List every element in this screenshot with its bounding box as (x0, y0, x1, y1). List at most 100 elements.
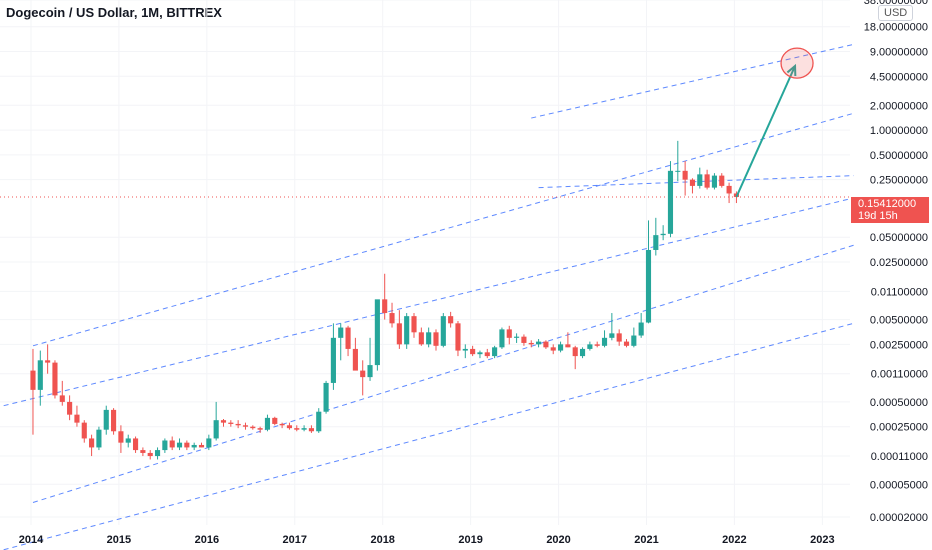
candle-body (352, 348, 358, 371)
candle-body (675, 170, 681, 172)
candle-body (697, 174, 703, 186)
candle-body (382, 299, 388, 314)
candle-body (433, 332, 439, 346)
chart-title: Dogecoin / US Dollar, 1M, BITTREX (6, 5, 222, 20)
candle-body (264, 417, 271, 430)
candle-body (330, 337, 336, 383)
candle-body (462, 348, 468, 351)
candle-body (682, 170, 688, 180)
target-circle (780, 47, 814, 79)
candle-body (45, 360, 51, 363)
candle-body (367, 365, 373, 378)
candle-body (499, 329, 505, 348)
candle-body (323, 382, 329, 412)
candle-body (81, 422, 87, 439)
candle-body (235, 423, 241, 426)
candle-body (506, 329, 512, 338)
price-axis[interactable]: 38.00000000 18.00000000 9.00000000 4.500000… (864, 0, 928, 524)
candle-body (477, 352, 483, 355)
candle-body (514, 336, 520, 338)
candle-body (96, 429, 102, 448)
candle-body (521, 336, 527, 343)
candle-body (440, 316, 446, 346)
candle-body (191, 444, 197, 448)
candle-body (726, 185, 732, 194)
candle-body (279, 423, 285, 426)
candle-body (557, 344, 564, 351)
projection-arrowhead (786, 63, 797, 77)
candle-body (411, 316, 417, 333)
x-tick-label: 2018 (370, 534, 394, 546)
candle-body (316, 411, 322, 432)
candle-body (404, 316, 410, 345)
y-tick-label: 0.00500000 (870, 315, 928, 327)
candle-body (184, 442, 190, 448)
candle-body (103, 409, 109, 430)
y-tick-label: 18.00000000 (864, 22, 928, 34)
candle-body (147, 452, 153, 457)
candle-body (301, 428, 307, 430)
candle-body (308, 428, 314, 432)
channel-line (3, 197, 854, 407)
channel-lines (3, 43, 854, 550)
candle-body (616, 333, 622, 342)
candle-body (667, 170, 674, 234)
y-tick-label: 0.05000000 (870, 232, 928, 244)
candle-body (59, 395, 65, 402)
y-tick-label: 0.00250000 (870, 339, 928, 351)
candle-body (426, 332, 432, 345)
candle-body (660, 233, 666, 236)
candle-body (455, 323, 461, 351)
candle-body (30, 370, 36, 390)
currency-badge[interactable]: USD (878, 5, 914, 21)
y-tick-label: 0.00002000 (870, 512, 928, 524)
candle-body (448, 316, 454, 324)
y-tick-label: 0.01100000 (871, 286, 928, 298)
y-tick-label: 38.00000000 (864, 0, 928, 7)
candle-body (594, 344, 600, 346)
x-tick-label: 2022 (722, 534, 746, 546)
y-tick-label: 0.00011000 (871, 451, 928, 463)
y-tick-label: 0.00110000 (871, 369, 928, 381)
candle-body (704, 174, 710, 188)
grid-layer (0, 0, 850, 525)
x-tick-label: 2015 (107, 534, 131, 546)
candle-body (623, 341, 630, 346)
x-tick-label: 2019 (458, 534, 482, 546)
candle-body (250, 426, 256, 429)
candle-body (37, 360, 43, 390)
y-tick-label: 2.00000000 (870, 100, 928, 112)
candle-body (572, 347, 578, 357)
last-price-tag: 0.15412000 19d 15h (851, 197, 929, 223)
candle-body (565, 344, 571, 348)
candle-body (374, 299, 380, 366)
candle-body (550, 347, 556, 351)
candle-body (198, 444, 205, 448)
candlestick-series[interactable] (30, 140, 739, 460)
time-axis[interactable]: 2014 2015 2016 2017 2018 2019 2020 2021 2022 2023 (19, 534, 835, 546)
y-tick-label: 0.00025000 (870, 422, 928, 434)
x-tick-label: 2014 (19, 534, 44, 546)
y-tick-label: 0.25000000 (870, 175, 928, 187)
x-tick-label: 2021 (634, 534, 658, 546)
candle-body (286, 425, 293, 429)
candle-body (587, 344, 593, 349)
y-tick-label: 9.00000000 (870, 47, 928, 59)
candle-body (220, 420, 227, 423)
x-tick-label: 2020 (546, 534, 570, 546)
candle-body (118, 431, 124, 443)
candle-body (345, 327, 351, 349)
channel-line (538, 175, 854, 189)
candle-body (294, 428, 300, 430)
candle-body (176, 442, 183, 448)
candle-body (132, 438, 139, 451)
candle-body (536, 341, 542, 345)
channel-line (531, 43, 854, 119)
candle-body (67, 401, 73, 415)
candle-body (418, 332, 424, 345)
projection-annotation (735, 47, 814, 198)
candle-body (213, 420, 219, 439)
candle-body (645, 249, 652, 323)
y-tick-label: 0.00050000 (870, 397, 928, 409)
